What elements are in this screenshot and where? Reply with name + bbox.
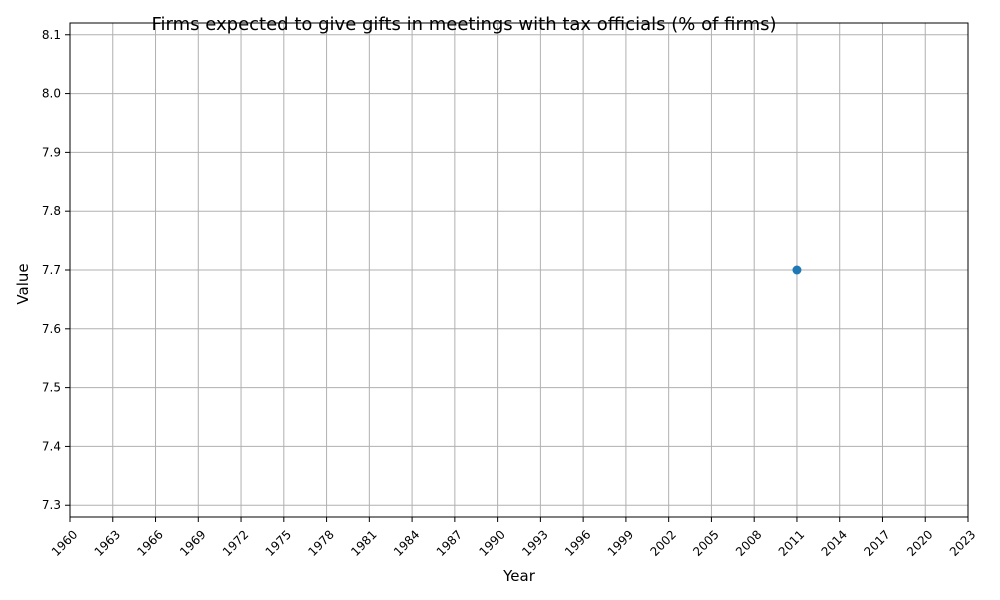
x-tick-label: 2014	[819, 527, 850, 558]
y-tick-label: 7.6	[42, 322, 61, 336]
x-tick-label: 1993	[519, 527, 550, 558]
x-tick-label: 2008	[733, 527, 764, 558]
y-tick-label: 7.7	[42, 263, 61, 277]
y-tick-label: 8.1	[42, 28, 61, 42]
chart-title: Firms expected to give gifts in meetings…	[151, 14, 776, 35]
data-point	[792, 265, 802, 275]
x-tick-label: 1963	[92, 527, 123, 558]
x-tick-label: 2023	[947, 527, 978, 558]
x-axis-title: Year	[502, 567, 536, 585]
x-tick-label: 2005	[690, 527, 721, 558]
series-layer	[792, 265, 802, 275]
y-axis-title: Value	[14, 263, 32, 304]
x-tick-label: 1984	[391, 527, 422, 558]
x-tick-label: 1981	[348, 527, 379, 558]
x-tick-label: 1978	[305, 527, 336, 558]
x-tick-label: 1975	[263, 527, 294, 558]
y-tick-label: 7.9	[42, 145, 61, 159]
y-tick-label: 7.4	[42, 439, 61, 453]
grid	[69, 23, 969, 517]
x-axis-ticks: 1960 1963 1966 1969 1972 1975 1978 1981 1984 1987…	[49, 517, 978, 559]
x-tick-label: 2011	[776, 527, 807, 558]
x-tick-label: 1990	[476, 527, 507, 558]
y-tick-label: 7.3	[42, 498, 61, 512]
x-tick-label: 1999	[605, 527, 636, 558]
x-tick-label: 1987	[434, 527, 465, 558]
y-tick-label: 7.5	[42, 381, 61, 395]
x-tick-label: 1966	[134, 527, 165, 558]
y-tick-label: 7.8	[42, 204, 61, 218]
x-tick-label: 2017	[861, 527, 892, 558]
x-tick-label: 2002	[648, 527, 679, 558]
x-tick-label: 1996	[562, 527, 593, 558]
y-axis-ticks: 7.3 7.4 7.5 7.6 7.7 7.8 7.9 8.0 8.1	[42, 28, 70, 512]
x-tick-label: 1972	[220, 527, 251, 558]
x-tick-label: 1969	[177, 527, 208, 558]
x-tick-label: 1960	[49, 527, 80, 558]
x-tick-label: 2020	[904, 527, 935, 558]
y-tick-label: 8.0	[42, 87, 61, 101]
